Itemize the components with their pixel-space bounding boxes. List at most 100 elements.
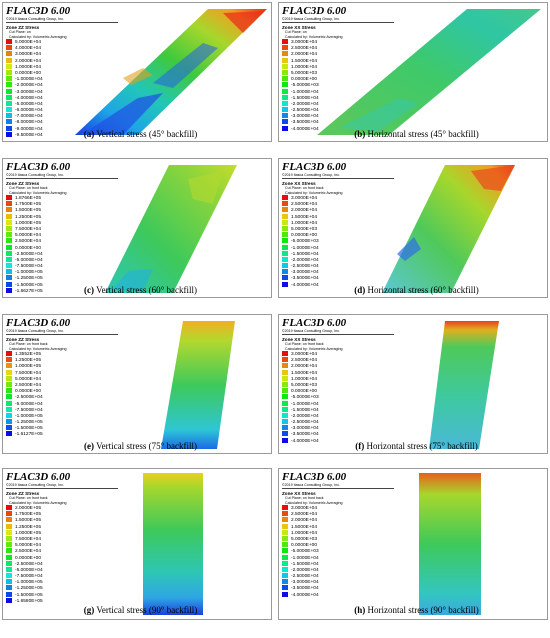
- legend-swatch: [6, 419, 12, 425]
- legend-swatch: [6, 195, 12, 200]
- legend-swatch: [282, 69, 288, 75]
- legend-value: 1.0000E+04: [291, 530, 318, 536]
- legend-value: 2.0000E+04: [291, 208, 318, 214]
- legend-entry: -5.0000E+04: [6, 100, 118, 107]
- legend-entry: 7.5000E+04: [6, 225, 118, 232]
- legend-value: -3.0000E+04: [15, 89, 43, 95]
- legend-entry: -8.0000E+04: [6, 119, 118, 125]
- legend-entry: -1.0000E+05: [6, 412, 118, 419]
- legend-swatch: [282, 82, 288, 88]
- zone-label: Zone ZZ Stress: [6, 337, 40, 343]
- legend-swatch: [282, 125, 288, 131]
- legend-entry: -5.0000E+03: [282, 238, 394, 244]
- legend-entry: 5.0000E+03: [282, 535, 394, 542]
- legend-entry: -2.5000E+04: [282, 107, 394, 113]
- legend-entry: 1.2500E+05: [6, 357, 118, 363]
- legend-value: 1.5000E+04: [291, 370, 318, 376]
- panel-c: FLAC3D 6.00 ©2019 Itasca Consulting Grou…: [2, 158, 272, 298]
- legend-value: 0.0000E+00: [291, 76, 318, 82]
- legend-entry: -4.0000E+04: [282, 591, 394, 598]
- legend-swatch: [6, 244, 12, 250]
- panel-e: FLAC3D 6.00 ©2019 Itasca Consulting Grou…: [2, 314, 272, 454]
- zone-label: Zone ZZ Stress: [6, 181, 40, 187]
- legend-value: -2.0000E+04: [291, 101, 319, 107]
- legend-swatch: [6, 363, 12, 369]
- legend-value: -1.0000E+04: [291, 89, 319, 95]
- legend-value: 2.5000E+04: [15, 239, 42, 245]
- panel-header: FLAC3D 6.00 ©2019 Itasca Consulting Grou…: [282, 161, 394, 288]
- legend-swatch: [282, 566, 288, 572]
- legend-value: -1.2500E+05: [15, 419, 43, 425]
- legend-value: 1.5000E+04: [291, 214, 318, 220]
- legend-entry: 1.0000E+05: [6, 219, 118, 226]
- color-legend: 3.0000E+04 2.5000E+04 2.0000E+04 1.5000E+04…: [282, 351, 394, 444]
- legend-entry: -2.5000E+04: [282, 263, 394, 269]
- legend-value: 7.5000E+04: [15, 536, 42, 542]
- legend-value: -4.0000E+04: [291, 438, 319, 444]
- legend-swatch: [6, 113, 12, 119]
- legend-swatch: [6, 560, 12, 566]
- cut-plane-text: Cut Plane: on front back: [9, 342, 48, 347]
- legend-swatch: [6, 505, 12, 510]
- legend-entry: 5.0000E+04: [6, 39, 118, 45]
- cut-plane-text: Cut Plane: on: [285, 30, 307, 35]
- legend-swatch: [6, 425, 12, 431]
- legend-swatch: [6, 542, 12, 548]
- cut-plane-text: Cut Plane: on: [9, 30, 31, 35]
- legend-swatch: [282, 207, 288, 213]
- legend-swatch: [6, 281, 12, 287]
- legend-entry: -1.6627E+05: [6, 287, 118, 294]
- cut-plane-text: Cut Plane: on front back: [285, 496, 324, 501]
- legend-swatch: [6, 529, 12, 535]
- legend-value: 1.5000E+04: [291, 524, 318, 530]
- zone-label: Zone XX Stress: [282, 337, 316, 343]
- legend-value: 2.5000E+04: [291, 511, 318, 517]
- legend-swatch: [6, 511, 12, 517]
- legend-value: 0.0000E+00: [291, 232, 318, 238]
- legend-value: -3.5000E+04: [291, 120, 319, 126]
- legend-entry: 1.0000E+05: [6, 529, 118, 536]
- color-legend: 3.0000E+04 2.5000E+04 2.0000E+04 1.5000E+04…: [282, 195, 394, 288]
- legend-entry: 3.0000E+04: [6, 51, 118, 57]
- legend-swatch: [6, 585, 12, 591]
- legend-entry: 1.2500E+05: [6, 213, 118, 220]
- legend-swatch: [6, 107, 12, 113]
- legend-value: 1.0000E+04: [15, 64, 42, 70]
- legend-value: -2.0000E+04: [291, 567, 319, 573]
- calc-text: Calculated by: Volumetric Averaging: [285, 34, 343, 39]
- legend-entry: -1.6127E+05: [6, 431, 118, 437]
- color-legend: 2.0000E+05 1.7500E+05 1.5000E+05 1.2500E+05…: [6, 505, 118, 604]
- legend-value: 2.5000E+04: [291, 45, 318, 51]
- legend-entry: 1.3552E+05: [6, 351, 118, 357]
- legend-entry: 7.5000E+04: [6, 535, 118, 542]
- legend-swatch: [6, 431, 12, 437]
- calc-text: Calculated by: Volumetric Averaging: [9, 346, 67, 351]
- legend-value: -1.5000E+04: [291, 407, 319, 413]
- legend-swatch: [282, 535, 288, 541]
- legend-entry: -2.5000E+04: [6, 560, 118, 567]
- legend-value: -1.0000E+04: [291, 245, 319, 251]
- legend-swatch: [6, 207, 12, 213]
- legend-entry: 0.0000E+00: [282, 76, 394, 82]
- color-legend: 5.0000E+04 4.0000E+04 3.0000E+04 2.0000E+04…: [6, 39, 118, 138]
- legend-value: 5.0000E+04: [15, 542, 42, 548]
- legend-value: 2.0000E+04: [15, 58, 42, 64]
- legend-entry: 1.0000E+04: [282, 219, 394, 226]
- legend-swatch: [282, 57, 288, 63]
- legend-value: 3.0000E+04: [291, 505, 318, 511]
- legend-entry: 2.5000E+04: [282, 357, 394, 363]
- legend-entry: 3.0000E+04: [282, 505, 394, 511]
- legend-value: -1.0000E+04: [15, 76, 43, 82]
- legend-value: 2.5000E+04: [291, 201, 318, 207]
- legend-value: 1.0000E+05: [15, 364, 42, 370]
- legend-swatch: [282, 505, 288, 510]
- panel-d: FLAC3D 6.00 ©2019 Itasca Consulting Grou…: [278, 158, 548, 298]
- legend-swatch: [6, 548, 12, 554]
- legend-swatch: [282, 256, 288, 262]
- legend-entry: 5.0000E+03: [282, 381, 394, 388]
- legend-entry: 1.0000E+04: [282, 529, 394, 536]
- legend-value: -1.0000E+05: [15, 413, 43, 419]
- zone-label: Zone ZZ Stress: [6, 491, 40, 497]
- legend-swatch: [6, 287, 12, 293]
- legend-entry: 0.0000E+00: [6, 388, 118, 394]
